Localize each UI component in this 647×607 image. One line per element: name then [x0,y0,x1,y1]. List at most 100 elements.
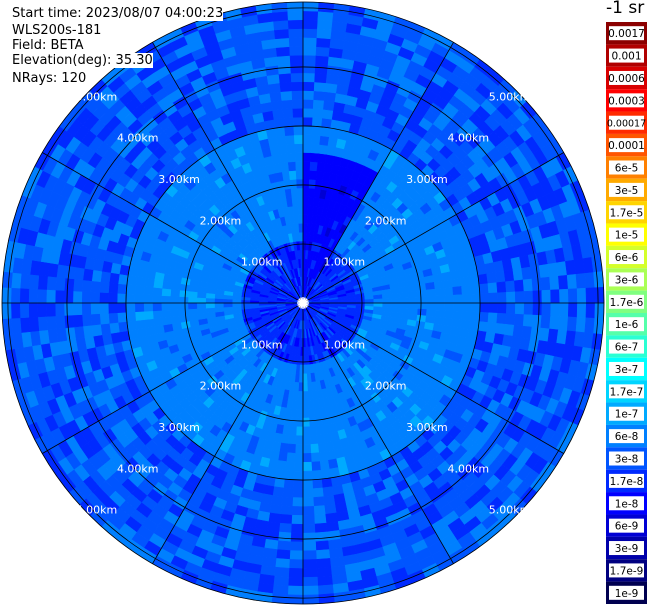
ppi-cell [297,196,304,207]
ppi-cell [514,313,525,327]
ppi-cell [273,575,289,587]
ppi-cell [407,284,418,293]
ppi-cell [223,306,233,312]
ppi-cell [223,302,233,308]
ppi-cell [425,309,436,318]
ppi-cell [99,292,109,304]
ppi-cell [302,550,317,560]
ppi-cell [240,302,251,307]
ppi-cell [318,451,329,462]
ppi-cell [283,478,294,489]
ppi-cell [307,390,314,401]
ppi-cell [294,143,304,153]
ppi-cell [144,318,155,329]
ppi-cell [324,503,337,515]
ppi-cell [523,290,534,304]
ppi-cell [488,292,499,304]
ppi-cell [10,272,22,289]
ppi-cell [116,302,127,313]
ppi-cell [153,317,164,327]
ppi-cell [302,178,310,189]
ppi-cell [425,281,436,291]
ppi-cell [28,302,39,318]
colorbar-tick-label: 0.0001 [608,140,645,152]
ppi-cell [558,274,569,290]
ppi-cell [152,294,162,304]
ppi-cell [196,302,207,309]
ppi-cell [297,399,304,410]
ppi-cell [116,293,127,304]
range-ring-label: 2.00km [200,214,242,227]
ppi-cell [585,287,596,304]
ppi-cell [373,298,383,304]
ppi-cell [302,426,311,437]
ppi-cell [54,302,65,317]
ppi-cell [271,2,288,13]
ppi-cell [523,302,534,316]
ppi-cell [145,326,157,337]
ppi-cell [316,558,332,569]
ppi-cell [302,470,313,481]
ppi-cell [37,288,47,304]
ppi-cell [566,274,578,290]
ppi-cell [468,275,480,286]
ppi-cell [72,302,83,316]
ppi-cell [1,286,12,304]
ppi-cell [408,290,419,298]
ppi-cell [426,295,437,304]
colorbar-tick-label: 1e-5 [615,230,639,242]
ppi-cell [28,288,39,304]
ppi-cell [90,302,100,315]
ppi-cell [99,302,109,314]
ppi-cell [315,549,331,560]
ppi-cell [302,346,307,357]
ppi-cell [294,444,304,454]
ppi-cell [495,270,506,283]
ppi-cell [196,297,207,304]
nrays-label: NRays: 120 [12,71,87,86]
ppi-cell [277,531,292,542]
ppi-cell [293,125,304,136]
ppi-cell [302,523,316,534]
ppi-cell [302,417,310,428]
ppi-cell [559,288,569,304]
ppi-cell [314,531,329,542]
ppi-cell [284,470,295,481]
ppi-cell [296,408,304,419]
ppi-cell [477,273,489,285]
ppi-cell [293,479,304,490]
ppi-cell [319,135,330,146]
ppi-cell [275,46,291,57]
ppi-cell [288,37,304,47]
ppi-cell [125,302,136,313]
ppi-cell [309,161,319,172]
ppi-cell [19,317,31,333]
ppi-cell [314,416,323,427]
ppi-cell [99,281,110,294]
ppi-cell [314,64,329,75]
ppi-cell [576,287,587,304]
ppi-cell [302,399,309,410]
ppi-cell [289,46,304,56]
ppi-cell [55,276,66,291]
ppi-cell [152,286,163,296]
ppi-cell [214,302,224,308]
ppi-cell [143,286,154,296]
ppi-cell [302,382,308,392]
ppi-cell [282,487,294,498]
colorbar-tick-label: 1e-6 [615,319,639,331]
ppi-cell [426,302,437,311]
ppi-cell [275,549,291,560]
colorbar-tick-label: 1.7e-7 [610,386,644,398]
ppi-cell [460,276,471,287]
ppi-cell [302,196,309,207]
ppi-cell [324,82,338,94]
ppi-cell [324,91,337,103]
ppi-cell [585,302,596,319]
ppi-cell [417,302,428,310]
colorbar-tick-label: 1.7e-6 [610,297,644,309]
ppi-cell [286,1,304,12]
ppi-cell [161,316,173,326]
ppi-cell [452,286,463,296]
ppi-cell [486,272,497,284]
